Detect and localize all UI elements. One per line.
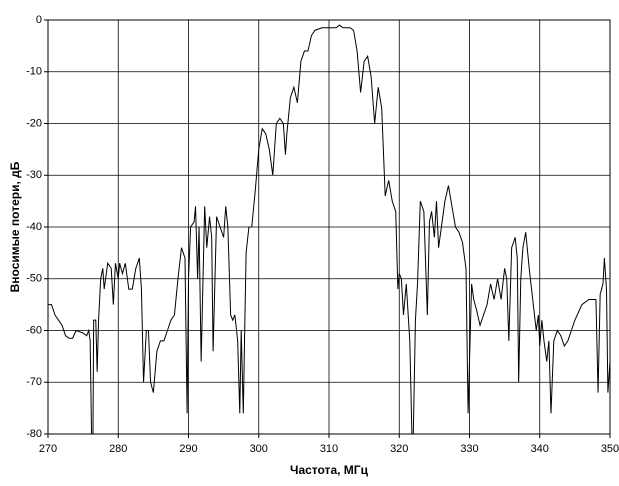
y-tick-label: -80 [26,428,42,440]
x-tick-label: 290 [179,443,197,455]
y-tick-label: 0 [36,14,42,26]
x-tick-label: 280 [109,443,127,455]
x-tick-label: 300 [250,443,268,455]
x-tick-label: 320 [390,443,408,455]
x-tick-label: 270 [39,443,57,455]
y-tick-label: -50 [26,273,42,285]
y-tick-label: -70 [26,376,42,388]
x-axis-title: Частота, МГц [290,463,369,477]
y-tick-label: -40 [26,221,42,233]
y-axis-title: Вносимые потери, дБ [8,161,22,292]
x-tick-label: 310 [320,443,338,455]
x-tick-label: 350 [601,443,619,455]
x-tick-label: 340 [531,443,549,455]
series-line [48,24,611,435]
y-tick-label: -30 [26,169,42,181]
x-tick-label: 330 [460,443,478,455]
y-tick-label: -20 [26,117,42,129]
y-tick-label: -10 [26,66,42,78]
y-tick-label: -60 [26,324,42,336]
